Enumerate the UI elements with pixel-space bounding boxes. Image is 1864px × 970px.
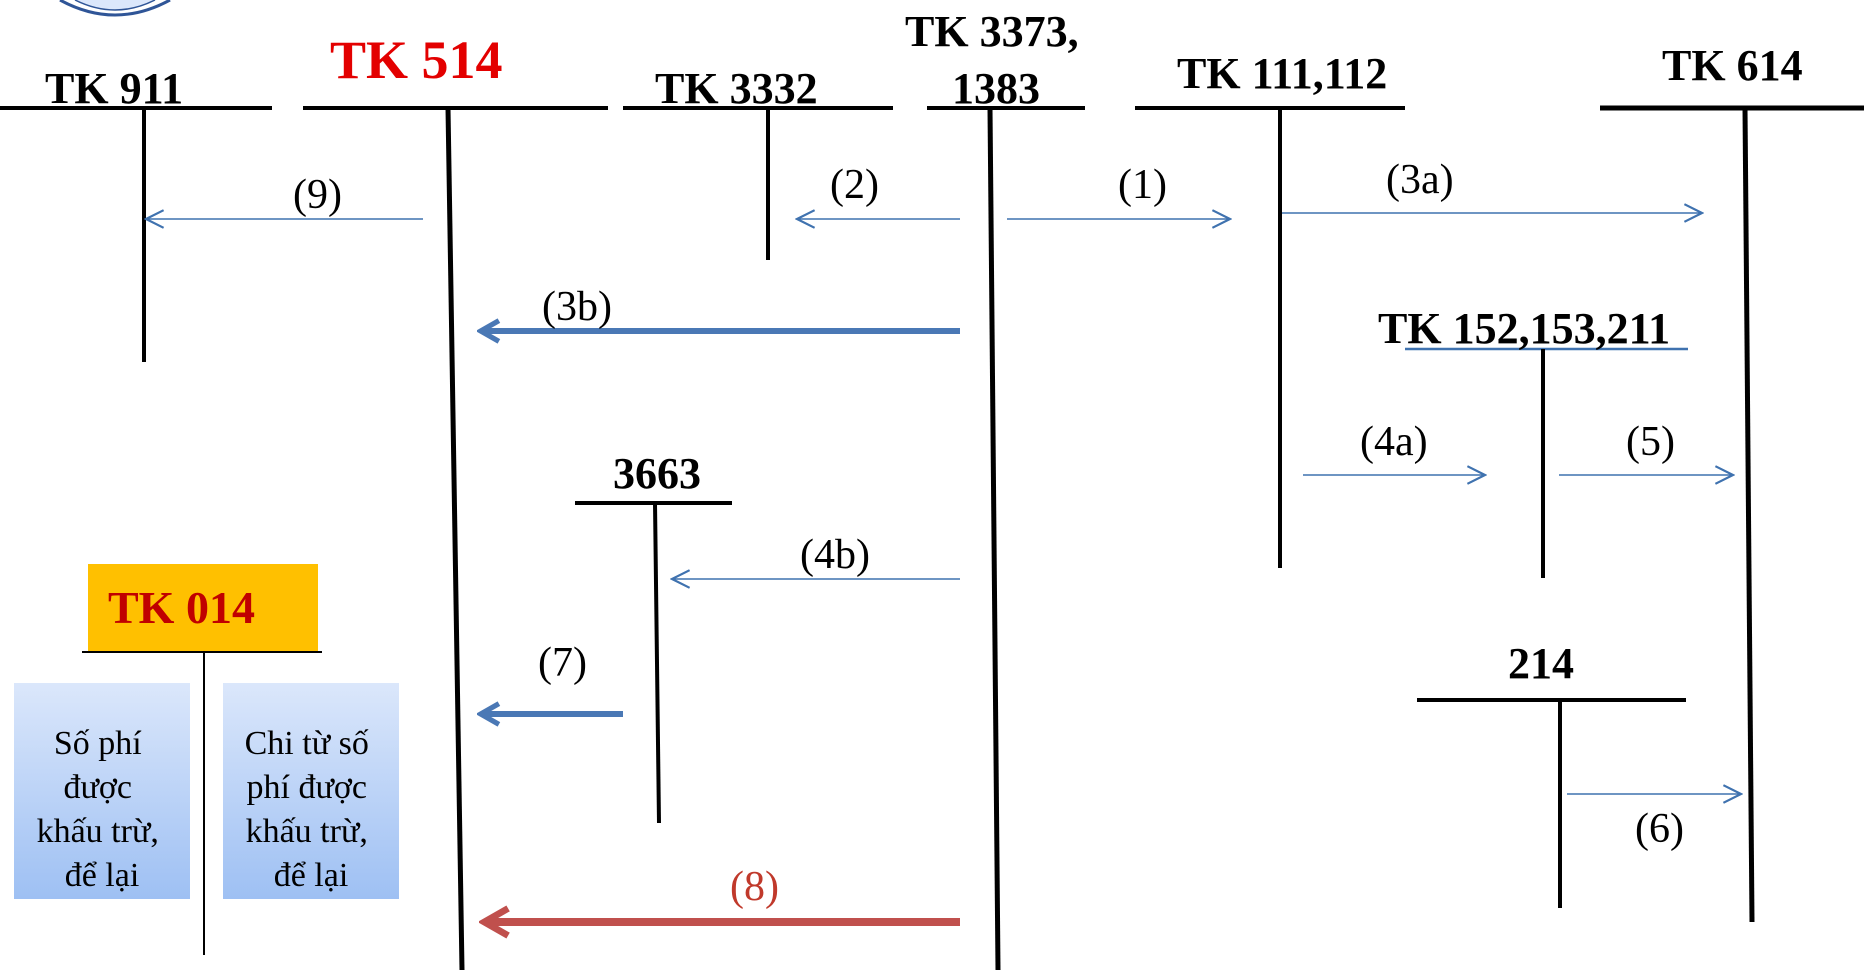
tk014-debit-box xyxy=(14,683,190,899)
tk111-title: TK 111,112 xyxy=(1177,49,1387,98)
t-account-911 xyxy=(0,106,272,362)
step-label-6: (6) xyxy=(1635,806,1684,852)
tk014-debit-text: Số phí được khấu trừ, để lại xyxy=(37,725,168,894)
step-label-2: (2) xyxy=(830,162,879,208)
step-label-3b: (3b) xyxy=(542,284,612,330)
t-account-3373-1383 xyxy=(927,106,1085,970)
t-account-214 xyxy=(1417,698,1686,908)
tk3373-title-line2: 1383 xyxy=(952,64,1040,113)
tk514-title: TK 514 xyxy=(330,30,503,90)
tk014-title: TK 014 xyxy=(108,582,255,633)
tk014-credit-text: Chi từ số phí được khấu trừ, để lại xyxy=(245,725,378,894)
tk014-credit-box xyxy=(223,683,399,899)
t-account-3332 xyxy=(623,106,893,260)
t-account-111-112 xyxy=(1135,106,1405,568)
step-label-4b: (4b) xyxy=(800,532,870,578)
step-label-1: (1) xyxy=(1118,162,1167,208)
tk014-title-box xyxy=(88,564,318,651)
step-label-5: (5) xyxy=(1626,419,1675,465)
tk152-title: TK 152,153,211 xyxy=(1378,304,1670,353)
tk3373-title-line1: TK 3373, xyxy=(905,7,1079,56)
t-account-152-153-211 xyxy=(1405,347,1688,578)
tk214-title: 214 xyxy=(1508,639,1574,688)
step-label-8: (8) xyxy=(730,864,779,910)
tk3332-title: TK 3332 xyxy=(655,64,818,113)
step-label-4a: (4a) xyxy=(1360,419,1428,465)
tk911-title: TK 911 xyxy=(45,64,183,113)
t-account-514 xyxy=(303,106,608,970)
t-account-614 xyxy=(1600,105,1864,923)
logo xyxy=(59,0,171,17)
t-account-3663 xyxy=(575,501,732,824)
step-label-7: (7) xyxy=(538,640,587,686)
tk614-title: TK 614 xyxy=(1662,41,1803,90)
t-account-014 xyxy=(14,564,399,955)
step-label-3a: (3a) xyxy=(1386,157,1454,203)
step-label-9: (9) xyxy=(293,172,342,218)
tk3663-title: 3663 xyxy=(613,449,701,498)
